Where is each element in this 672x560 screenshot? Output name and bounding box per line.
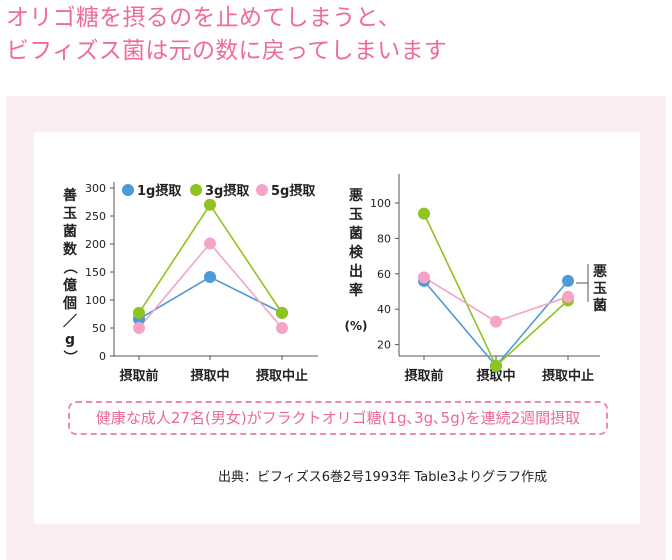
chart1-data-point <box>204 198 216 211</box>
chart1-legend-marker <box>190 184 202 196</box>
headline-line-2: ビフィズス菌は元の数に戻ってしまいます <box>6 38 448 64</box>
chart1-y-label-char: 億 <box>63 277 77 294</box>
chart1-legend-label: 5g摂取 <box>271 183 316 199</box>
source-citation: 出典：ビフィズス6巻2号1993年 Table3よりグラフ作成 <box>218 470 548 485</box>
chart2-data-point <box>418 271 430 284</box>
chart2-y-label-char: 悪 <box>349 188 363 204</box>
chart1-legend-label: 3g摂取 <box>205 183 250 199</box>
chart1-y-label-char: g <box>65 332 75 348</box>
headline: オリゴ糖を摂るのを止めてしまうと、 ビフィズス菌は元の数に戻ってしまいます <box>6 2 666 68</box>
chart1-data-point <box>276 322 288 334</box>
chart1-y-tick-label: 100 <box>85 294 106 307</box>
headline-line-1: オリゴ糖を摂るのを止めてしまうと、 <box>6 5 402 31</box>
chart2-y-label-char: 菌 <box>349 225 363 242</box>
chart2-x-tick-label: 摂取中 <box>476 368 515 384</box>
chart2-data-point <box>418 207 430 220</box>
chart2-x-tick-label: 摂取中止 <box>542 368 594 384</box>
chart1-legend-marker <box>256 184 268 196</box>
chart1-data-point <box>204 237 216 250</box>
chart1-x-tick-label: 摂取中止 <box>256 368 308 384</box>
chart2-annotation-char: 菌 <box>593 297 607 314</box>
chart2-y-label-char: 率 <box>349 282 363 299</box>
chart2-annotation-char: 玉 <box>593 281 607 297</box>
chart1-data-point <box>133 306 145 319</box>
chart2-y-tick-label: 20 <box>377 339 391 352</box>
chart1-y-tick-label: 0 <box>99 350 106 363</box>
chart2-data-point <box>490 315 502 328</box>
chart1-y-label-char: 個 <box>62 295 77 312</box>
chart1-series-line <box>138 203 283 314</box>
chart1-y-label-char: ／ <box>63 314 77 330</box>
chart1-legend-label: 1g摂取 <box>137 183 182 199</box>
chart1-legend-marker <box>122 184 134 196</box>
chart1-y-tick-label: 300 <box>85 182 106 195</box>
chart2-y-label-char: 検 <box>349 244 364 261</box>
chart2-series-line <box>423 276 569 323</box>
chart1-data-point <box>276 306 288 319</box>
chart2-y-tick-label: 80 <box>377 232 391 245</box>
chart2-annotation-char: 悪 <box>593 264 607 280</box>
chart2-data-point <box>490 359 502 372</box>
chart1-y-tick-label: 50 <box>92 322 106 335</box>
chart2-y-label-char: 出 <box>349 263 363 280</box>
chart1-data-point <box>204 271 216 284</box>
chart1-y-tick-label: 200 <box>85 238 106 251</box>
chart2-x-tick-label: 摂取前 <box>404 368 443 384</box>
chart2-y-tick-label: 100 <box>370 197 391 210</box>
chart1-series-line <box>138 242 283 329</box>
chart2-data-point <box>562 274 574 287</box>
chart1-y-tick-label: 150 <box>85 266 106 279</box>
chart1-y-label-char: 菌 <box>63 223 77 240</box>
chart1-y-tick-label: 250 <box>85 210 106 223</box>
chart2-y-tick-label: 60 <box>377 268 391 281</box>
chart2-y-unit: (%) <box>345 319 368 333</box>
chart1-y-label-char: 玉 <box>63 206 77 222</box>
chart1-y-label-char: 数 <box>63 241 78 258</box>
chart1-x-tick-label: 摂取中 <box>190 368 229 384</box>
chart1-data-point <box>133 322 145 334</box>
chart1-y-label-char: 善 <box>63 187 77 204</box>
chart2-y-label-char: 玉 <box>349 207 363 223</box>
chart2-y-tick-label: 40 <box>377 303 391 316</box>
chart2-data-point <box>562 290 574 303</box>
chart1-y-label-char: ） <box>61 350 77 364</box>
chart1-series-line <box>138 276 283 320</box>
chart1-y-label-char: （ <box>61 260 77 274</box>
study-note: 健康な成人27名(男女)がフラクトオリゴ糖(1g､3g､5g)を連続2週間摂取 <box>68 401 608 435</box>
chart1-x-tick-label: 摂取前 <box>119 368 158 384</box>
